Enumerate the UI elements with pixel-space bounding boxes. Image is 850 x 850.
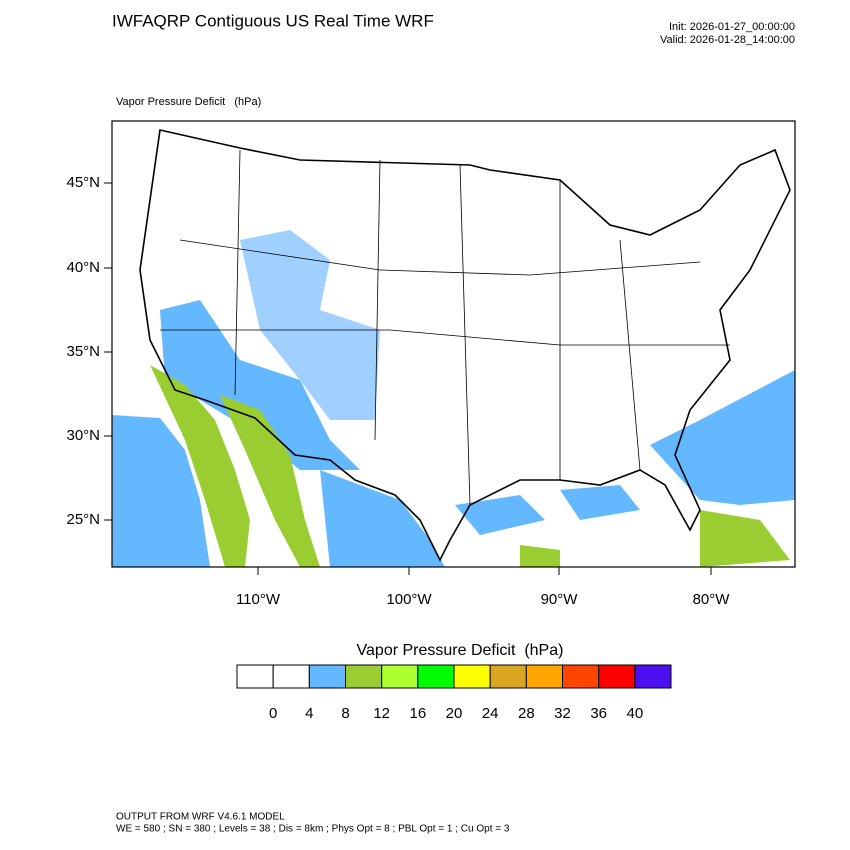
colorbar-box xyxy=(417,664,455,689)
land-shading xyxy=(160,300,360,470)
lat-label: 40°N xyxy=(66,259,100,276)
colorbar-label: 16 xyxy=(409,705,426,722)
colorbar-box xyxy=(562,664,600,689)
colorbar-label: 28 xyxy=(518,705,535,722)
colorbar-label: 24 xyxy=(482,705,499,722)
colorbar-box xyxy=(453,664,491,689)
footer-line: WE = 580 ; SN = 380 ; Levels = 38 ; Dis … xyxy=(116,824,510,835)
map-frame xyxy=(111,120,796,568)
state-borders xyxy=(160,149,730,506)
footer-line: OUTPUT FROM WRF V4.6.1 MODEL xyxy=(116,812,285,823)
lat-label: 25°N xyxy=(66,511,100,528)
lon-label: 90°W xyxy=(541,591,579,608)
colorbar-label: 36 xyxy=(590,705,607,722)
colorbar-label: 8 xyxy=(341,705,349,722)
colorbar-box xyxy=(525,664,563,689)
land-shading xyxy=(240,230,380,420)
us-outline xyxy=(139,129,791,562)
colorbar-box xyxy=(272,664,310,689)
lon-label: 80°W xyxy=(693,591,731,608)
field-label: Vapor Pressure Deficit (hPa) xyxy=(116,96,261,108)
colorbar-box xyxy=(598,664,636,689)
colorbar-label: 40 xyxy=(626,705,643,722)
colorbar-box xyxy=(308,664,347,689)
valid-time: Valid: 2026-01-28_14:00:00 xyxy=(660,34,795,46)
colorbar-label: 32 xyxy=(554,705,571,722)
colorbar-label: 0 xyxy=(269,705,277,722)
land-shading xyxy=(320,470,445,567)
colorbar-box xyxy=(634,664,672,689)
vpd-green xyxy=(150,365,250,567)
colorbar-box xyxy=(345,664,383,689)
colorbar-label: 4 xyxy=(305,705,313,722)
colorbar-label: 20 xyxy=(446,705,463,722)
gulf-shading xyxy=(455,485,640,535)
colorbar-box xyxy=(381,664,419,689)
colorbar-label: 12 xyxy=(373,705,390,722)
map xyxy=(111,120,796,568)
init-time: Init: 2026-01-27_00:00:00 xyxy=(669,21,795,33)
colorbar-box xyxy=(489,664,527,689)
vpd-green xyxy=(520,510,790,567)
lat-label: 45°N xyxy=(66,174,100,191)
ocean-shading xyxy=(112,415,210,567)
title: IWFAQRP Contiguous US Real Time WRF xyxy=(112,11,434,30)
colorbar-box xyxy=(236,664,274,689)
lon-label: 110°W xyxy=(236,591,281,608)
vpd-green xyxy=(220,395,320,567)
colorbar-title: Vapor Pressure Deficit (hPa) xyxy=(357,642,564,659)
lon-label: 100°W xyxy=(386,591,432,608)
lat-label: 35°N xyxy=(66,343,100,360)
lat-label: 30°N xyxy=(66,427,100,444)
ocean-shading xyxy=(650,370,795,505)
